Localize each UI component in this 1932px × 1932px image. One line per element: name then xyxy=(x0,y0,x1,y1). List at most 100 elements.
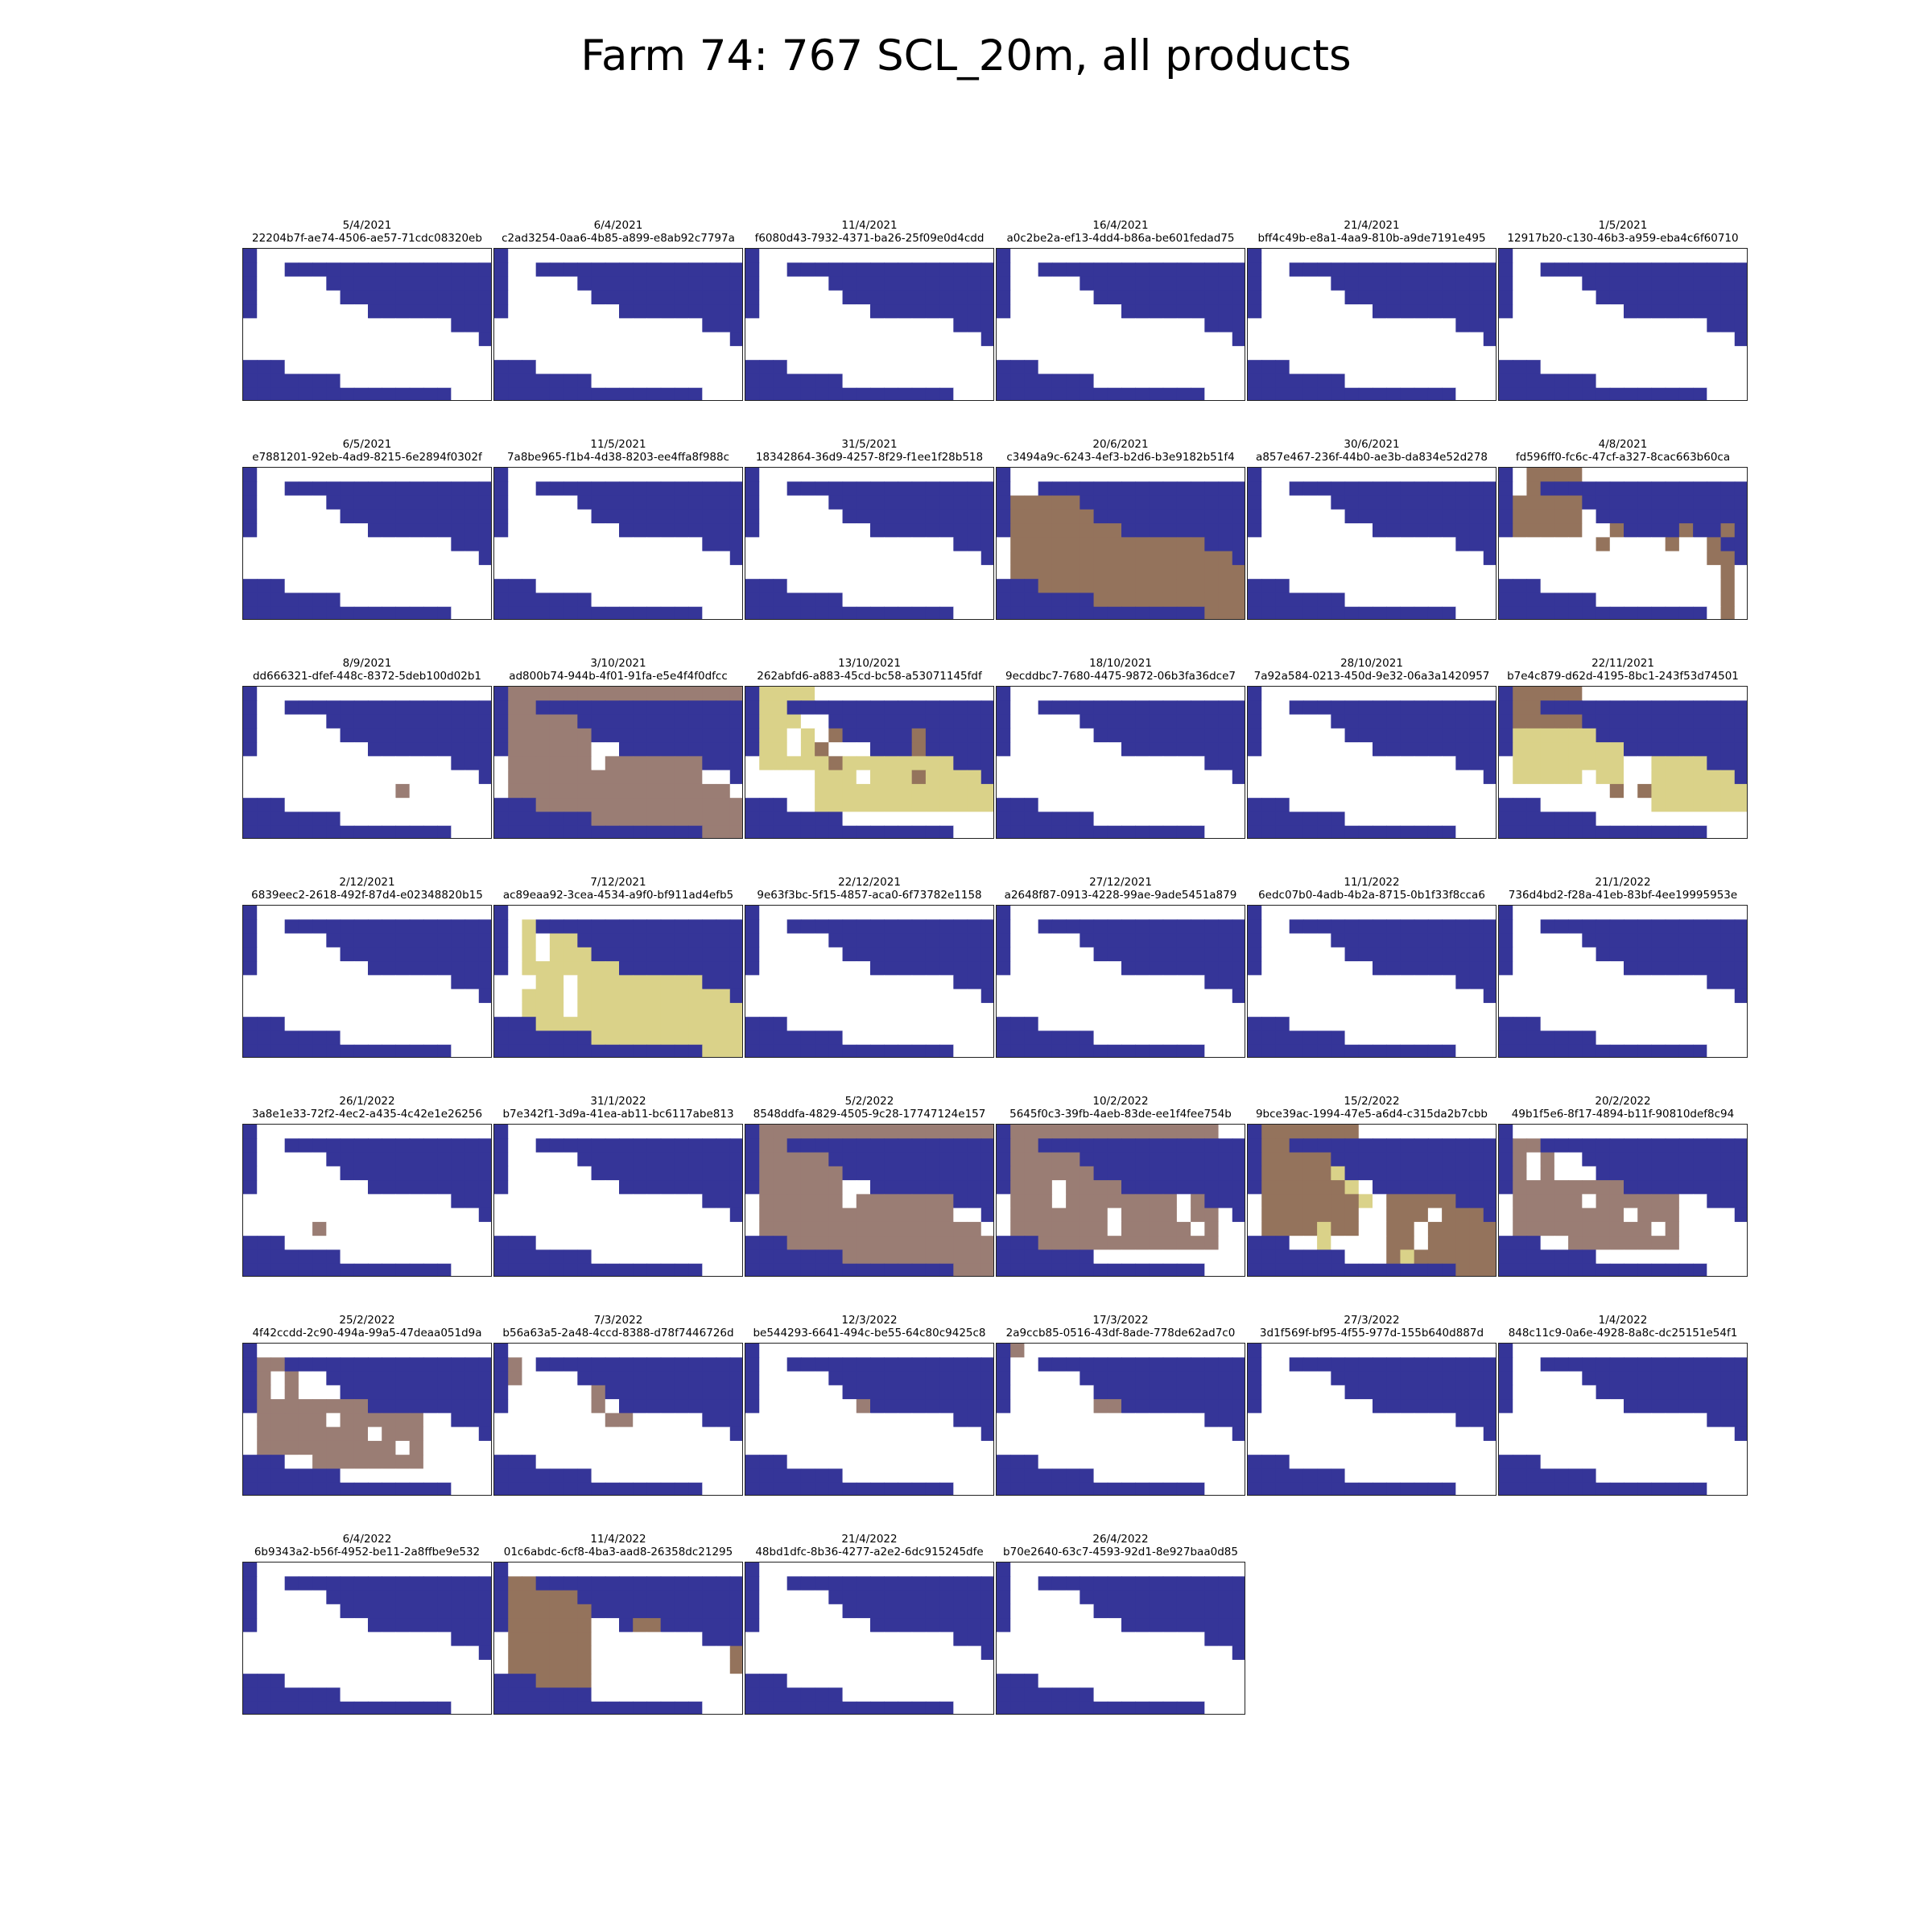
pixel-no-data xyxy=(1135,304,1150,319)
pixel-vegetation xyxy=(1554,318,1569,333)
pixel-no-data xyxy=(1344,481,1360,497)
pixel-vegetation xyxy=(368,906,382,920)
pixel-vegetation xyxy=(729,606,742,619)
pixel-vegetation xyxy=(353,1180,369,1195)
pixel-no-data xyxy=(478,1152,491,1167)
pixel-vegetation xyxy=(646,468,662,482)
pixel-no-data xyxy=(368,933,382,948)
pixel-vegetation xyxy=(564,579,578,594)
pixel-vegetation xyxy=(800,989,815,1004)
pixel-vegetation xyxy=(1038,906,1053,920)
pixel-vegetation xyxy=(508,523,523,538)
pixel-vegetation xyxy=(284,687,299,701)
pixel-vegetation xyxy=(1526,564,1542,580)
pixel-no-data xyxy=(522,1017,537,1032)
pixel-no-data xyxy=(1427,700,1443,716)
pixel-vegetation xyxy=(856,360,871,375)
scl-raster xyxy=(494,687,742,838)
pixel-vegetation xyxy=(508,1002,523,1018)
pixel-vegetation xyxy=(1469,811,1484,827)
pixel-no-data xyxy=(1720,947,1736,962)
pixel-no-data xyxy=(646,933,662,948)
pixel-no-data xyxy=(997,481,1011,497)
pixel-vegetation xyxy=(674,537,689,552)
pixel-no-data xyxy=(786,1030,802,1046)
pixel-vegetation xyxy=(1232,387,1245,400)
pixel-vegetation xyxy=(1331,742,1346,757)
pixel-vegetation xyxy=(605,592,620,608)
pixel-no-data xyxy=(312,1044,327,1057)
pixel-no-data xyxy=(1637,276,1653,291)
pixel-vegetation xyxy=(298,579,313,594)
pixel-vegetation xyxy=(1302,783,1318,799)
panel-product-id: ac89eaa92-3cea-4534-a9f0-bf911ad4efb5 xyxy=(502,889,734,902)
pixel-no-data xyxy=(702,481,717,497)
pixel-vegetation xyxy=(340,374,355,389)
pixel-no-data xyxy=(395,606,411,619)
pixel-vegetation xyxy=(800,509,815,524)
pixel-no-data xyxy=(967,495,982,510)
pixel-vegetation xyxy=(464,592,480,608)
pixel-cloud xyxy=(688,1002,703,1018)
pixel-cloud-shadow xyxy=(564,756,578,771)
pixel-vegetation xyxy=(1596,345,1611,361)
pixel-no-data xyxy=(1513,387,1528,400)
panel-product-id: e7881201-92eb-4ad9-8215-6e2894f0302f xyxy=(252,451,482,464)
pixel-dark-area xyxy=(1637,783,1653,799)
pixel-no-data xyxy=(1149,919,1164,935)
pixel-no-data xyxy=(1568,919,1583,935)
pixel-no-data xyxy=(451,290,466,305)
pixel-no-data xyxy=(980,919,993,935)
pixel-vegetation xyxy=(326,1208,341,1223)
pixel-vegetation xyxy=(773,933,788,948)
pixel-no-data xyxy=(716,728,731,743)
pixel-no-data xyxy=(1693,276,1707,291)
pixel-no-data xyxy=(729,332,742,347)
pixel-vegetation xyxy=(1080,756,1095,771)
pixel-no-data xyxy=(702,262,717,278)
pixel-no-data xyxy=(243,290,258,305)
pixel-vegetation xyxy=(522,249,537,263)
pixel-cloud xyxy=(1526,756,1542,771)
pixel-no-data xyxy=(1651,276,1666,291)
pixel-dark-area xyxy=(1513,523,1528,538)
pixel-no-data xyxy=(939,509,954,524)
pixel-vegetation xyxy=(1302,579,1318,594)
pixel-dark-area xyxy=(1093,592,1108,608)
pixel-vegetation xyxy=(1010,961,1026,976)
pixel-no-data xyxy=(1176,947,1191,962)
pixel-no-data xyxy=(1121,742,1136,757)
pixel-no-data xyxy=(340,825,355,838)
pixel-no-data xyxy=(1734,975,1747,990)
pixel-cloud xyxy=(1568,770,1583,785)
pixel-vegetation xyxy=(437,1002,452,1018)
pixel-vegetation xyxy=(1427,564,1443,580)
pixel-no-data xyxy=(1176,509,1191,524)
pixel-no-data xyxy=(1317,1030,1331,1046)
scl-raster xyxy=(243,1125,491,1276)
pixel-no-data xyxy=(1427,947,1443,962)
pixel-no-data xyxy=(729,756,742,771)
pixel-vegetation xyxy=(1483,374,1496,389)
pixel-vegetation xyxy=(1427,975,1443,990)
pixel-no-data xyxy=(1455,290,1471,305)
pixel-vegetation xyxy=(953,825,968,838)
pixel-vegetation xyxy=(1483,1030,1496,1046)
pixel-vegetation xyxy=(1331,975,1346,990)
pixel-no-data xyxy=(1693,947,1707,962)
pixel-no-data xyxy=(478,290,491,305)
pixel-no-data xyxy=(257,1017,272,1032)
pixel-vegetation xyxy=(1218,387,1233,400)
pixel-no-data xyxy=(842,1044,857,1057)
pixel-vegetation xyxy=(464,770,480,785)
pixel-no-data xyxy=(382,481,397,497)
pixel-no-data xyxy=(382,728,397,743)
pixel-dark-area xyxy=(1526,700,1542,716)
pixel-no-data xyxy=(243,262,258,278)
pixel-vegetation xyxy=(1540,360,1555,375)
pixel-no-data xyxy=(1191,304,1205,319)
pixel-vegetation xyxy=(423,1002,438,1018)
pixel-no-data xyxy=(395,495,411,510)
pixel-vegetation xyxy=(884,249,899,263)
pixel-no-data xyxy=(1678,1044,1694,1057)
